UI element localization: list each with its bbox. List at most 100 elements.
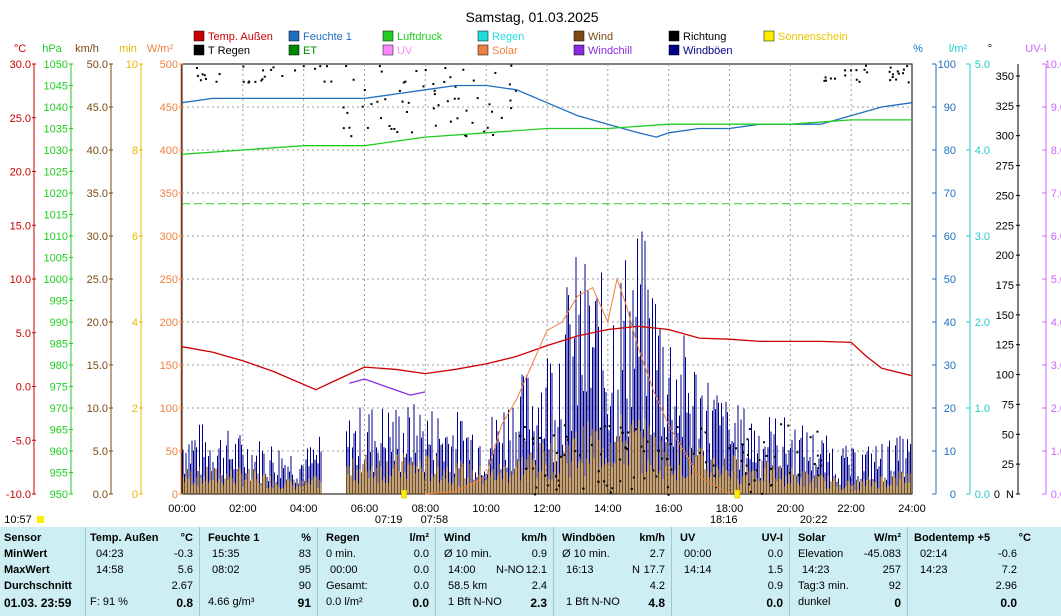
direction-dot [262,69,265,72]
direction-dot [844,69,847,72]
direction-dot [348,126,351,129]
y-tick-label: 970 [50,403,68,415]
direction-dot [817,474,820,477]
uv-header: UV [680,532,696,544]
legend-label: Sonnenschein [778,31,848,43]
direction-dot [393,127,396,130]
direction-dot [491,110,494,113]
direction-dot [704,431,707,434]
direction-dot [788,471,791,474]
direction-dot [816,454,819,457]
y-tick-label: 30 [944,360,956,372]
y-tick-label: 1025 [44,167,68,179]
humidity-abs: 4.66 g/m³ [208,596,255,608]
direction-dot [669,442,672,445]
temp-unit: °C [180,532,193,544]
humidity-unit: % [301,532,311,544]
axis-sunshine: min 0 2 4 6 8 10 [119,43,143,501]
direction-dot [560,455,563,458]
direction-dot [746,453,749,456]
direction-dot [619,480,622,483]
y-tick-label: 955 [50,468,68,480]
legend-label: Regen [492,31,524,43]
direction-dot [892,73,895,76]
direction-dot [352,78,355,81]
direction-dot [742,451,745,454]
y-tick-label: 15.0 [10,220,31,232]
wind-r2-dir: N-NO [496,564,525,576]
rain-r4-label: 0.0 l/m² [326,596,363,608]
y-tick-label: 300 [996,131,1014,143]
y-tick-label: 995 [50,296,68,308]
direction-dot [260,79,263,82]
direction-dot [698,451,701,454]
y-tick-label: 0 [950,489,956,501]
last-timestamp: 01.03. 23:59 [4,596,72,610]
legend-item: Windchill [573,44,632,57]
wind-r1-label: Ø 10 min. [444,548,492,560]
direction-dot [634,428,637,431]
temp-current: 0.8 [176,596,193,610]
direction-dot [643,477,646,480]
y-tick-label: 1020 [44,188,68,200]
direction-dot [563,424,566,427]
y-tick-label: 2 [132,403,138,415]
direction-dot [398,89,401,92]
direction-dot [745,464,748,467]
humidity-min: 83 [298,548,311,560]
direction-dot [809,436,812,439]
direction-dot [626,448,629,451]
direction-dot [407,101,410,104]
y-tick-label: 90 [944,102,956,114]
solar-r4-label: dunkel [798,596,831,608]
temp-avg: 2.67 [171,580,193,592]
direction-dot [346,111,349,114]
gust-r1: 2.7 [649,548,665,560]
gust-r2: 17.7 [643,564,665,576]
axis-unit-rain: l/m² [949,43,968,55]
legend-swatch [477,30,489,42]
current-time-label: 10:57 [4,514,32,526]
legend-label: Windchill [588,45,632,57]
axis-solar: W/m² 0 50 100 150 200 250 300 350 400 450 500 [147,43,183,501]
y-tick-label: 150 [996,310,1014,322]
legend-label: ET [303,45,317,57]
direction-dot [728,447,731,450]
axis-rain: l/m² 0.0 1.0 2.0 3.0 4.0 5.0 [949,43,990,501]
direction-dot [765,454,768,457]
direction-dot [798,473,801,476]
y-tick-label: 25.0 [10,113,31,125]
direction-dot [443,80,446,83]
y-tick-label: 400 [160,145,178,157]
direction-dot [599,453,602,456]
direction-dot [657,449,660,452]
weather-chart: Samstag, 01.03.2025 Temp. Außen Feuchte 1… [4,9,1061,526]
rain-r1: 0.0 [413,548,429,560]
direction-dot [712,464,715,467]
direction-dot [823,79,826,82]
humidity-avg: 90 [298,580,311,592]
solar-header: Solar [798,532,826,544]
direction-dot [380,117,383,120]
y-tick-label: 10.0 [87,403,108,415]
legend-item: T Regen [193,44,250,57]
axes: 00:00 02:00 04:00 06:00 08:00 10:00 12:00 14:00… [6,43,1061,515]
gust-unit: km/h [639,532,665,544]
direction-dot [533,493,536,496]
y-tick-label: 0.0 [16,382,31,394]
y-tick-label: 40 [944,317,956,329]
direction-dot [532,467,535,470]
direction-dot [855,78,858,81]
uv-max-time: 14:14 [684,564,712,576]
direction-dot [578,454,581,457]
series-windchill [349,378,426,396]
direction-dot [599,427,602,430]
wind-current: 2.3 [530,596,547,610]
direction-dot [762,441,765,444]
y-tick-label: 1040 [44,102,68,114]
y-tick-label: 45.0 [87,102,108,114]
axis-unit-direction: ° [988,43,992,55]
y-tick-label: 1015 [44,210,68,222]
direction-dot [715,486,718,489]
x-tick-label: 10:00 [472,503,500,515]
